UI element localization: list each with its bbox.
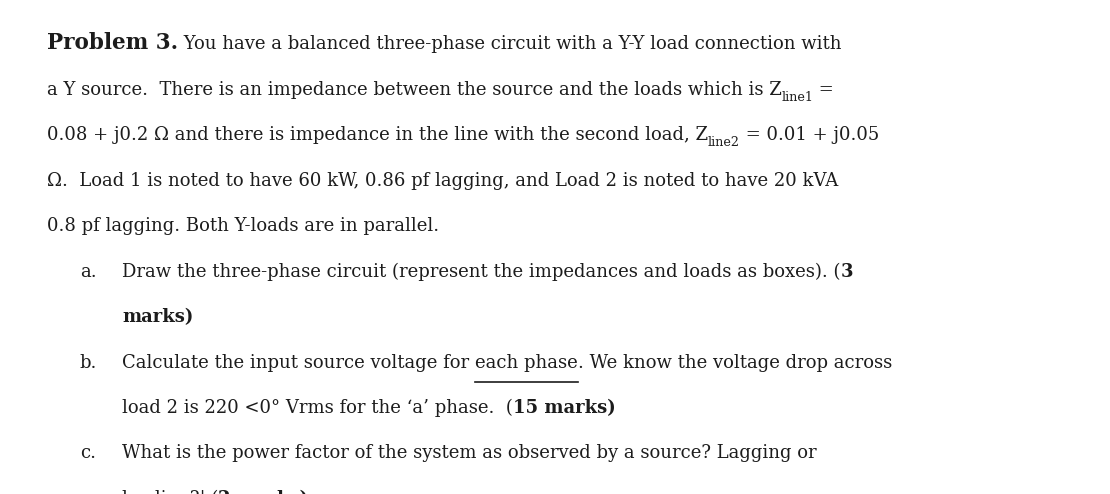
Text: 3: 3 (840, 263, 854, 281)
Text: 15 marks): 15 marks) (513, 399, 616, 417)
Text: You have a balanced three-phase circuit with a Y-Y load connection with: You have a balanced three-phase circuit … (178, 36, 841, 53)
Text: c.: c. (80, 445, 95, 462)
Text: leading?| (: leading?| ( (122, 490, 219, 494)
Text: marks): marks) (122, 308, 193, 326)
Text: 0.8 pf lagging. Both Y-loads are in parallel.: 0.8 pf lagging. Both Y-loads are in para… (47, 217, 438, 235)
Text: a.: a. (80, 263, 97, 281)
Text: What is the power factor of the system as observed by a source? Lagging or: What is the power factor of the system a… (122, 445, 817, 462)
Text: Draw the three-phase circuit (represent the impedances and loads as boxes). (: Draw the three-phase circuit (represent … (122, 262, 840, 281)
Text: Problem 3.: Problem 3. (47, 33, 178, 54)
Text: load 2 is 220 <0° Vrms for the ‘a’ phase.  (: load 2 is 220 <0° Vrms for the ‘a’ phase… (122, 399, 513, 417)
Text: b.: b. (80, 354, 98, 371)
Text: Ω.  Load 1 is noted to have 60 kW, 0.86 pf lagging, and Load 2 is noted to have : Ω. Load 1 is noted to have 60 kW, 0.86 p… (47, 172, 838, 190)
Text: = 0.01 + j0.05: = 0.01 + j0.05 (739, 126, 879, 144)
Text: line1: line1 (781, 91, 814, 104)
Text: . We know the voltage drop across: . We know the voltage drop across (577, 354, 892, 371)
Text: =: = (814, 81, 834, 99)
Text: a Y source.  There is an impedance between the source and the loads which is Z: a Y source. There is an impedance betwee… (47, 81, 781, 99)
Text: 2 marks): 2 marks) (219, 490, 309, 494)
Text: each phase: each phase (475, 354, 577, 371)
Text: 0.08 + j0.2 Ω and there is impedance in the line with the second load, Z: 0.08 + j0.2 Ω and there is impedance in … (47, 126, 708, 144)
Text: line2: line2 (708, 136, 739, 149)
Text: Calculate the input source voltage for: Calculate the input source voltage for (122, 354, 475, 371)
